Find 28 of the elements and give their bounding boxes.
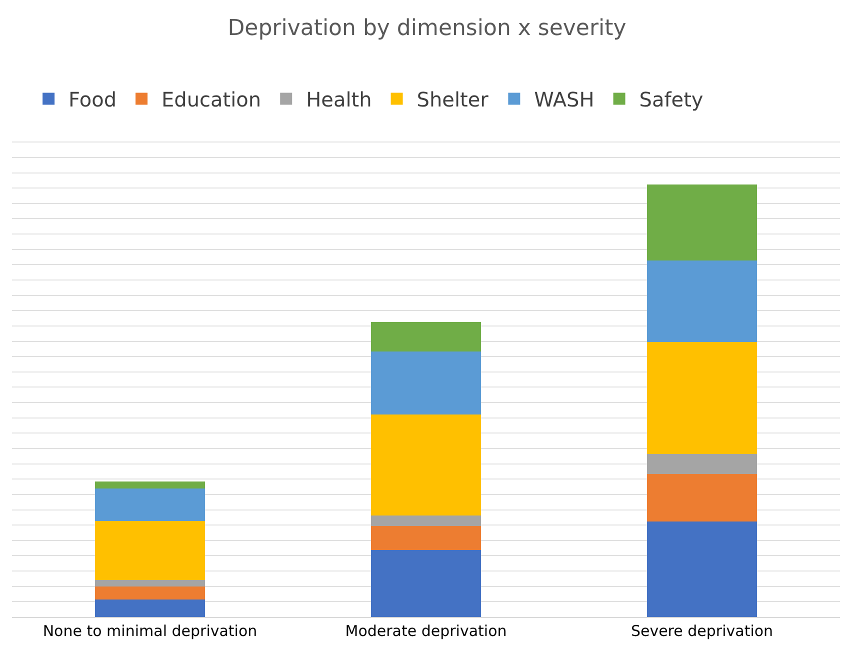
bar xyxy=(94,599,206,617)
bar xyxy=(370,515,482,526)
bar xyxy=(370,322,482,352)
bar xyxy=(370,414,482,516)
x-tick-label: Severe deprivation xyxy=(630,622,774,640)
bar xyxy=(646,260,758,342)
bar xyxy=(94,580,206,586)
bar xyxy=(646,474,758,522)
bar xyxy=(94,586,206,600)
legend-label: Safety xyxy=(639,88,704,112)
bar xyxy=(370,526,482,550)
legend-label: Shelter xyxy=(416,88,490,112)
bar xyxy=(370,351,482,414)
legend-label: WASH xyxy=(534,88,594,112)
x-tick-label: Moderate deprivation xyxy=(345,622,507,640)
bar xyxy=(370,550,482,617)
bar xyxy=(646,184,758,260)
legend-label: Education xyxy=(162,88,262,112)
x-tick-label: None to minimal deprivation xyxy=(42,622,258,640)
legend-label: Health xyxy=(306,88,372,112)
bar xyxy=(646,521,758,617)
bar xyxy=(646,342,758,454)
legend-label: Food xyxy=(68,88,117,112)
bar xyxy=(94,488,206,521)
bar xyxy=(646,454,758,474)
chart-title: Deprivation by dimension x severity xyxy=(228,16,626,42)
bar xyxy=(94,520,206,580)
bar xyxy=(94,482,206,488)
